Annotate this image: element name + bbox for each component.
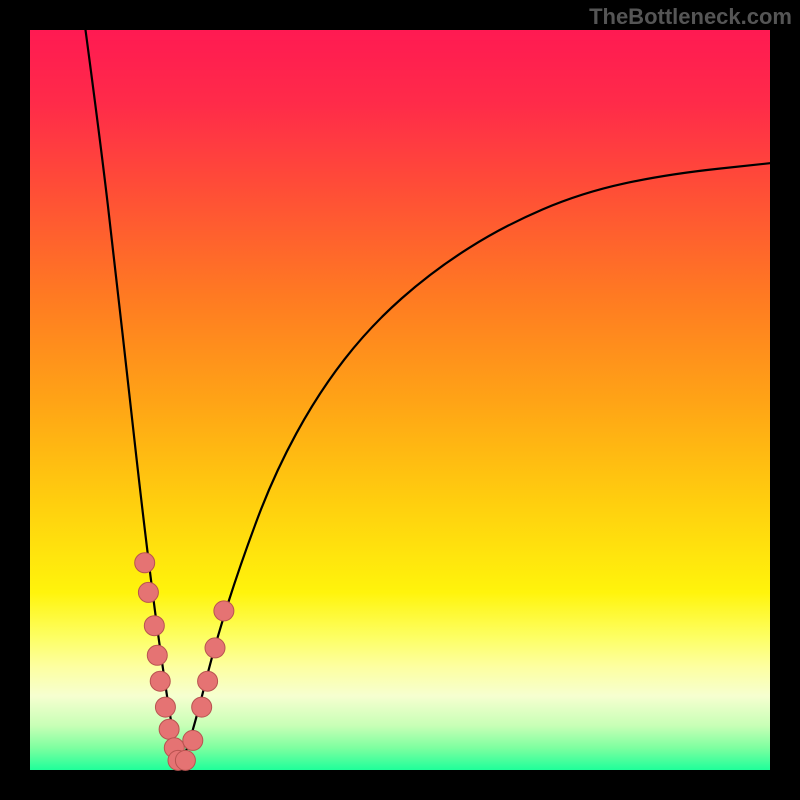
data-marker [175,750,195,770]
data-marker [147,645,167,665]
data-marker [192,697,212,717]
data-marker [205,638,225,658]
data-marker [135,553,155,573]
watermark-text: TheBottleneck.com [589,4,792,30]
data-marker [214,601,234,621]
data-marker [138,582,158,602]
chart-plot-bg [30,30,770,770]
data-marker [155,697,175,717]
data-marker [198,671,218,691]
data-marker [183,730,203,750]
data-marker [144,616,164,636]
bottleneck-chart: TheBottleneck.com [0,0,800,800]
chart-canvas [0,0,800,800]
data-marker [150,671,170,691]
data-marker [159,719,179,739]
